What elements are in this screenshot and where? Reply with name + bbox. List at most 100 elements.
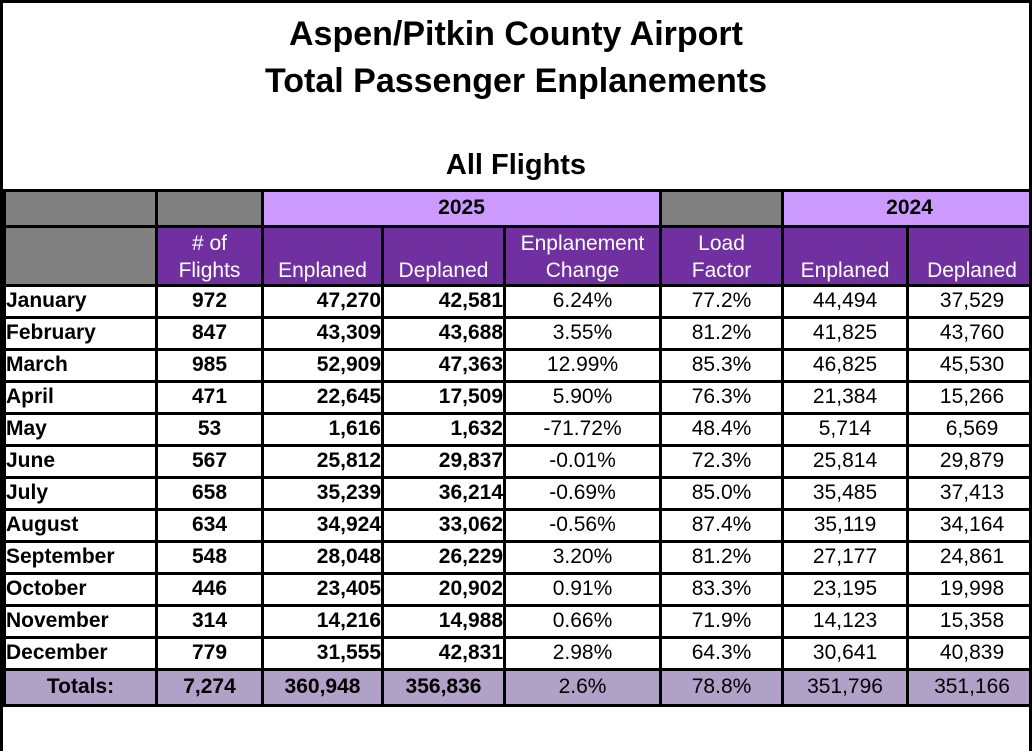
- spacer-cell: [3, 188, 158, 228]
- enplanements-table: 2025 2024 # of Flights Enplaned Deplaned…: [3, 188, 1029, 707]
- cell-enplanement-change: -0.56%: [502, 507, 663, 543]
- cell-num-flights: 446: [155, 571, 264, 607]
- table-row: February 847 43,309 43,688 3.55% 81.2% 41,825 4…: [3, 315, 1029, 351]
- cell-enplanement-change: -71.72%: [502, 411, 663, 447]
- totals-enplaned-2024: 351,796: [781, 667, 910, 707]
- cell-deplaned-2024: 15,266: [906, 379, 1029, 415]
- cell-enplanement-change: 2.98%: [502, 635, 663, 671]
- cell-load-factor: 83.3%: [659, 571, 785, 607]
- cell-enplanement-change: 3.20%: [502, 539, 663, 575]
- cell-month: September: [3, 539, 158, 575]
- year-band-2024: 2024: [781, 188, 1029, 228]
- cell-deplaned-2025: 20,902: [381, 571, 506, 607]
- header-enplaned-2025: Enplaned: [261, 224, 384, 287]
- cell-enplaned-2024: 5,714: [781, 411, 910, 447]
- cell-month: May: [3, 411, 158, 447]
- cell-enplanement-change: 12.99%: [502, 347, 663, 383]
- cell-enplaned-2025: 34,924: [261, 507, 384, 543]
- cell-deplaned-2024: 19,998: [906, 571, 1029, 607]
- totals-flights: 7,274: [155, 667, 264, 707]
- cell-month: December: [3, 635, 158, 671]
- cell-enplaned-2025: 23,405: [261, 571, 384, 607]
- cell-enplaned-2024: 21,384: [781, 379, 910, 415]
- cell-load-factor: 85.0%: [659, 475, 785, 511]
- column-header-row: # of Flights Enplaned Deplaned Enplaneme…: [3, 224, 1029, 287]
- cell-deplaned-2024: 40,839: [906, 635, 1029, 671]
- cell-enplaned-2025: 14,216: [261, 603, 384, 639]
- cell-enplaned-2025: 52,909: [261, 347, 384, 383]
- cell-deplaned-2024: 24,861: [906, 539, 1029, 575]
- cell-month: October: [3, 571, 158, 607]
- cell-enplaned-2025: 43,309: [261, 315, 384, 351]
- cell-enplaned-2025: 1,616: [261, 411, 384, 447]
- cell-month: November: [3, 603, 158, 639]
- table-row: September 548 28,048 26,229 3.20% 81.2% 27,177…: [3, 539, 1029, 575]
- table-row: July 658 35,239 36,214 -0.69% 85.0% 35,485 37,4…: [3, 475, 1029, 511]
- cell-month: March: [3, 347, 158, 383]
- cell-month: July: [3, 475, 158, 511]
- totals-label: Totals:: [3, 667, 158, 707]
- cell-load-factor: 81.2%: [659, 315, 785, 351]
- cell-deplaned-2024: 15,358: [906, 603, 1029, 639]
- table-row: December 779 31,555 42,831 2.98% 64.3% 30,641 4…: [3, 635, 1029, 671]
- cell-enplaned-2024: 35,119: [781, 507, 910, 543]
- cell-enplaned-2025: 28,048: [261, 539, 384, 575]
- cell-enplanement-change: -0.69%: [502, 475, 663, 511]
- cell-deplaned-2024: 45,530: [906, 347, 1029, 383]
- cell-enplanement-change: -0.01%: [502, 443, 663, 479]
- cell-enplaned-2025: 22,645: [261, 379, 384, 415]
- cell-load-factor: 71.9%: [659, 603, 785, 639]
- table-row: March 985 52,909 47,363 12.99% 85.3% 46,825 45,…: [3, 347, 1029, 383]
- cell-load-factor: 76.3%: [659, 379, 785, 415]
- title-line-1: Aspen/Pitkin County Airport: [289, 15, 743, 53]
- cell-num-flights: 972: [155, 283, 264, 319]
- cell-month: January: [3, 283, 158, 319]
- cell-load-factor: 48.4%: [659, 411, 785, 447]
- cell-deplaned-2025: 1,632: [381, 411, 506, 447]
- cell-enplaned-2024: 46,825: [781, 347, 910, 383]
- header-load-factor: Load Factor: [659, 224, 785, 287]
- header-enplaned-2024: Enplaned: [781, 224, 910, 287]
- totals-deplaned-2025: 356,836: [381, 667, 506, 707]
- spacer-cell: [3, 224, 158, 287]
- cell-deplaned-2024: 29,879: [906, 443, 1029, 479]
- cell-enplanement-change: 5.90%: [502, 379, 663, 415]
- totals-load-factor: 78.8%: [659, 667, 785, 707]
- cell-load-factor: 64.3%: [659, 635, 785, 671]
- title-line-2: Total Passenger Enplanements: [265, 61, 767, 100]
- cell-load-factor: 81.2%: [659, 539, 785, 575]
- spacer-cell: [155, 188, 264, 228]
- cell-deplaned-2025: 47,363: [381, 347, 506, 383]
- year-band-row: 2025 2024: [3, 188, 1029, 228]
- cell-deplaned-2024: 37,413: [906, 475, 1029, 511]
- cell-num-flights: 53: [155, 411, 264, 447]
- table-row: May 53 1,616 1,632 -71.72% 48.4% 5,714 6,569: [3, 411, 1029, 447]
- cell-enplaned-2025: 47,270: [261, 283, 384, 319]
- table-row: October 446 23,405 20,902 0.91% 83.3% 23,195 19…: [3, 571, 1029, 607]
- cell-enplaned-2024: 41,825: [781, 315, 910, 351]
- cell-month: February: [3, 315, 158, 351]
- cell-deplaned-2025: 33,062: [381, 507, 506, 543]
- cell-enplaned-2024: 14,123: [781, 603, 910, 639]
- report-title: Aspen/Pitkin County Airport Total Passen…: [3, 11, 1029, 105]
- cell-enplanement-change: 6.24%: [502, 283, 663, 319]
- header-deplaned-2025: Deplaned: [381, 224, 506, 287]
- cell-enplaned-2024: 25,814: [781, 443, 910, 479]
- cell-deplaned-2024: 43,760: [906, 315, 1029, 351]
- cell-enplaned-2024: 27,177: [781, 539, 910, 575]
- cell-enplaned-2025: 25,812: [261, 443, 384, 479]
- header-enplanement-change: Enplanement Change: [502, 224, 663, 287]
- spacer-cell: [659, 188, 785, 228]
- cell-month: June: [3, 443, 158, 479]
- cell-enplanement-change: 0.66%: [502, 603, 663, 639]
- cell-deplaned-2025: 14,988: [381, 603, 506, 639]
- cell-num-flights: 847: [155, 315, 264, 351]
- totals-row: Totals: 7,274 360,948 356,836 2.6% 78.8%…: [3, 667, 1029, 707]
- table-row: January 972 47,270 42,581 6.24% 77.2% 44,494 37…: [3, 283, 1029, 319]
- cell-num-flights: 985: [155, 347, 264, 383]
- cell-enplaned-2024: 44,494: [781, 283, 910, 319]
- cell-enplaned-2024: 30,641: [781, 635, 910, 671]
- cell-month: August: [3, 507, 158, 543]
- header-num-flights: # of Flights: [155, 224, 264, 287]
